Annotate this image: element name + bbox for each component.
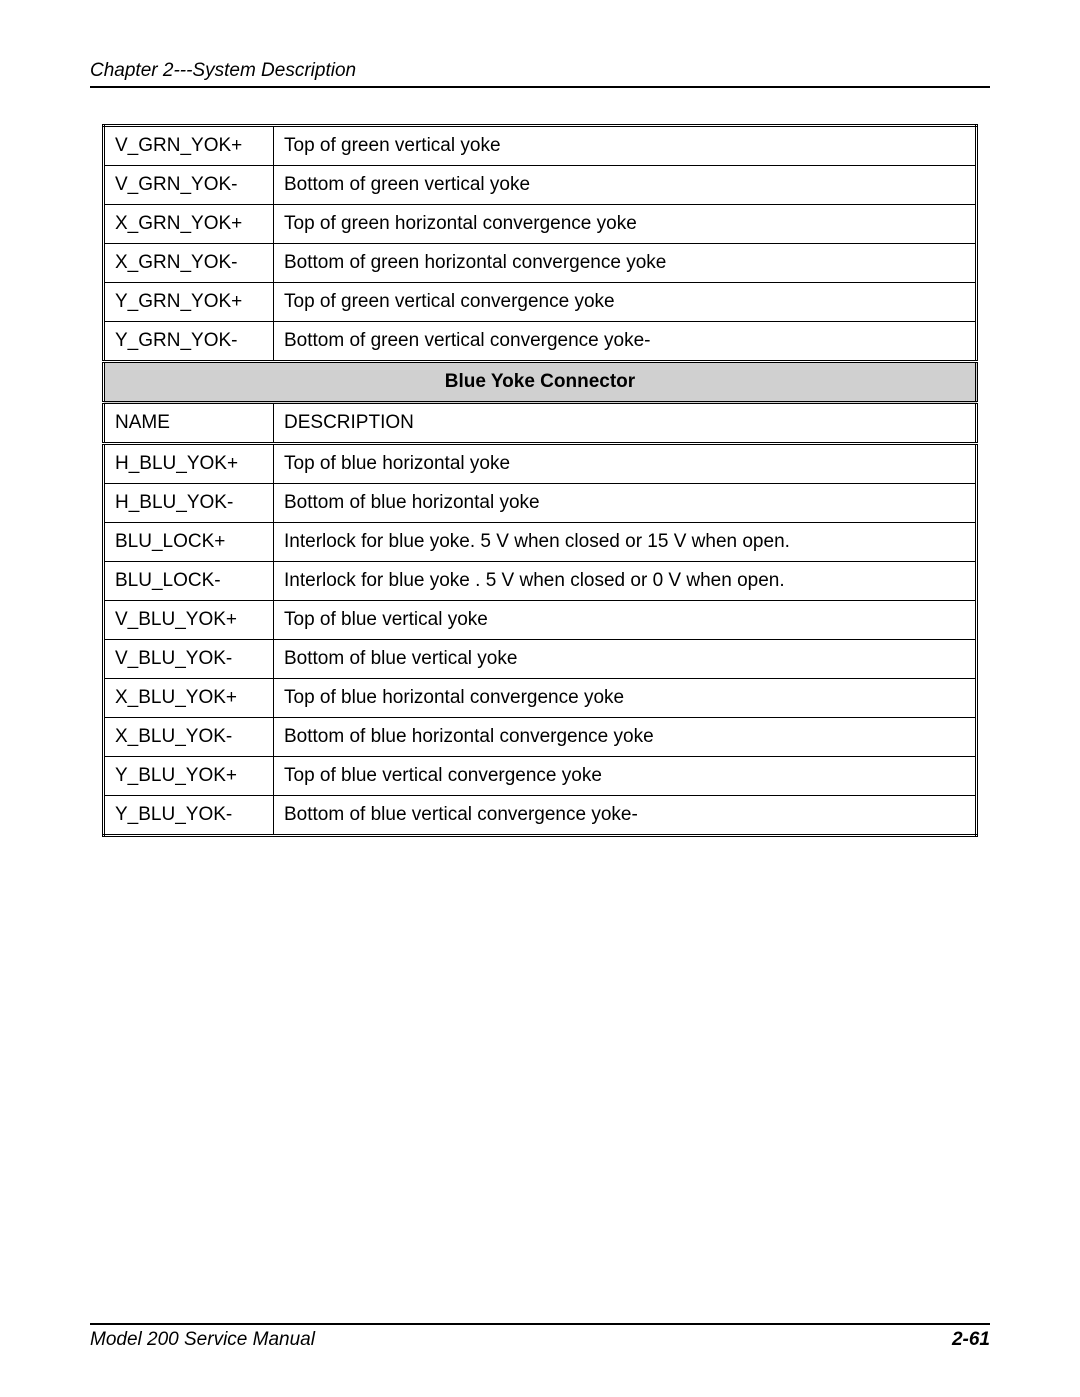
table-row: V_GRN_YOK-Bottom of green vertical yoke: [104, 166, 977, 205]
column-header-desc: DESCRIPTION: [274, 403, 977, 444]
signal-name: X_GRN_YOK+: [104, 205, 274, 244]
table-row: Y_GRN_YOK-Bottom of green vertical conve…: [104, 322, 977, 362]
table-row: V_GRN_YOK+Top of green vertical yoke: [104, 126, 977, 166]
signal-desc: Top of green horizontal convergence yoke: [274, 205, 977, 244]
table-row: V_BLU_YOK+Top of blue vertical yoke: [104, 601, 977, 640]
table-row: V_BLU_YOK-Bottom of blue vertical yoke: [104, 640, 977, 679]
signal-name: Y_BLU_YOK+: [104, 757, 274, 796]
signal-name: V_GRN_YOK-: [104, 166, 274, 205]
table-row: X_BLU_YOK+Top of blue horizontal converg…: [104, 679, 977, 718]
column-header-row: NAMEDESCRIPTION: [104, 403, 977, 444]
table-body: V_GRN_YOK+Top of green vertical yoke V_G…: [104, 126, 977, 836]
main-content: V_GRN_YOK+Top of green vertical yoke V_G…: [90, 124, 990, 837]
table-row: X_BLU_YOK-Bottom of blue horizontal conv…: [104, 718, 977, 757]
table-row: BLU_LOCK-Interlock for blue yoke . 5 V w…: [104, 562, 977, 601]
signal-name: H_BLU_YOK+: [104, 444, 274, 484]
signal-name: X_GRN_YOK-: [104, 244, 274, 283]
signal-name: V_BLU_YOK-: [104, 640, 274, 679]
signal-desc: Bottom of green horizontal convergence y…: [274, 244, 977, 283]
section-header-row: Blue Yoke Connector: [104, 362, 977, 403]
footer-manual-name: Model 200 Service Manual: [90, 1329, 315, 1351]
signal-desc: Bottom of blue vertical yoke: [274, 640, 977, 679]
signal-desc: Top of blue horizontal yoke: [274, 444, 977, 484]
page-header: Chapter 2---System Description: [90, 60, 990, 88]
signal-desc: Bottom of blue vertical convergence yoke…: [274, 796, 977, 836]
signal-desc: Interlock for blue yoke . 5 V when close…: [274, 562, 977, 601]
signal-desc: Interlock for blue yoke. 5 V when closed…: [274, 523, 977, 562]
table-row: X_GRN_YOK-Bottom of green horizontal con…: [104, 244, 977, 283]
page-footer: Model 200 Service Manual 2-61: [90, 1323, 990, 1351]
signal-name: BLU_LOCK-: [104, 562, 274, 601]
table-row: Y_BLU_YOK+Top of blue vertical convergen…: [104, 757, 977, 796]
signal-desc: Top of green vertical yoke: [274, 126, 977, 166]
table-row: X_GRN_YOK+Top of green horizontal conver…: [104, 205, 977, 244]
signal-name: V_BLU_YOK+: [104, 601, 274, 640]
signal-name: Y_GRN_YOK+: [104, 283, 274, 322]
signal-name: BLU_LOCK+: [104, 523, 274, 562]
signal-desc: Bottom of blue horizontal convergence yo…: [274, 718, 977, 757]
signal-desc: Top of green vertical convergence yoke: [274, 283, 977, 322]
signal-desc: Top of blue vertical convergence yoke: [274, 757, 977, 796]
signal-name: X_BLU_YOK-: [104, 718, 274, 757]
signal-desc: Top of blue vertical yoke: [274, 601, 977, 640]
section-title: Blue Yoke Connector: [104, 362, 977, 403]
table-row: BLU_LOCK+Interlock for blue yoke. 5 V wh…: [104, 523, 977, 562]
table-row: Y_BLU_YOK-Bottom of blue vertical conver…: [104, 796, 977, 836]
signal-name: H_BLU_YOK-: [104, 484, 274, 523]
chapter-title: Chapter 2---System Description: [90, 60, 356, 81]
signal-name: Y_BLU_YOK-: [104, 796, 274, 836]
table-row: Y_GRN_YOK+Top of green vertical converge…: [104, 283, 977, 322]
signal-name: V_GRN_YOK+: [104, 126, 274, 166]
signal-desc: Bottom of blue horizontal yoke: [274, 484, 977, 523]
signal-desc: Bottom of green vertical convergence yok…: [274, 322, 977, 362]
connector-table: V_GRN_YOK+Top of green vertical yoke V_G…: [102, 124, 978, 837]
signal-name: Y_GRN_YOK-: [104, 322, 274, 362]
table-row: H_BLU_YOK+Top of blue horizontal yoke: [104, 444, 977, 484]
signal-name: X_BLU_YOK+: [104, 679, 274, 718]
signal-desc: Bottom of green vertical yoke: [274, 166, 977, 205]
table-row: H_BLU_YOK-Bottom of blue horizontal yoke: [104, 484, 977, 523]
column-header-name: NAME: [104, 403, 274, 444]
signal-desc: Top of blue horizontal convergence yoke: [274, 679, 977, 718]
footer-page-number: 2-61: [952, 1329, 990, 1351]
